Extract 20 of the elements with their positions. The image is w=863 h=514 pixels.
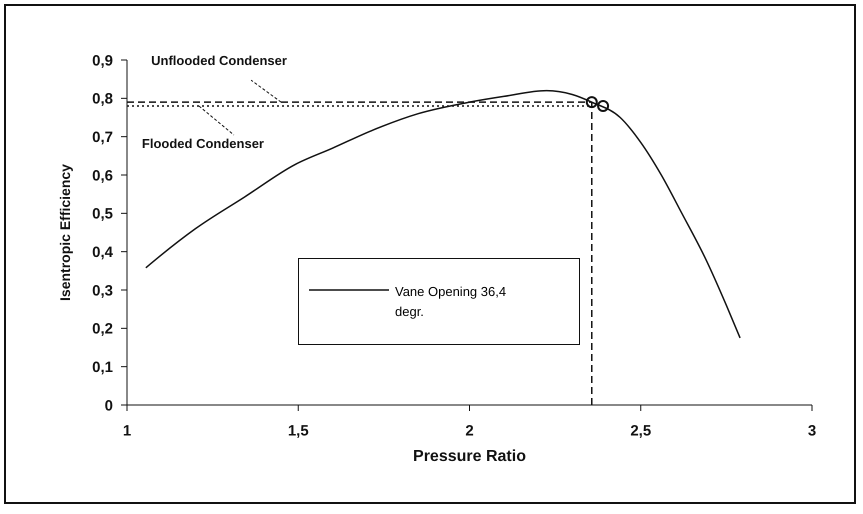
x-tick-label: 1 (122, 422, 132, 440)
y-tick-label: 0,2 (92, 320, 113, 338)
y-tick-label: 0,8 (92, 90, 113, 108)
y-tick-label: 0,3 (92, 282, 113, 300)
x-tick-label: 2,5 (630, 422, 652, 440)
y-tick-label: 0,1 (92, 358, 113, 376)
y-tick-label: 0,9 (92, 52, 113, 70)
x-tick-label: 1,5 (288, 422, 309, 440)
y-tick-label: 0,4 (92, 244, 114, 261)
y-tick-label: 0 (104, 397, 113, 414)
text: Vane Opening 36,4 degr. (395, 282, 508, 321)
x-tick-label: 3 (808, 422, 816, 440)
y-tick-label: 0,6 (92, 167, 113, 184)
y-tick-label: 0,5 (92, 206, 113, 223)
y-axis-title: Isentropic Efficiency (56, 164, 73, 301)
y-tick-label: 0,7 (92, 128, 113, 146)
annotation: Flooded Condenser (142, 136, 264, 151)
x-axis-title: Pressure Ratio (413, 448, 526, 465)
x-tick-label: 2 (465, 422, 474, 440)
annotation: Unflooded Condenser (151, 53, 287, 68)
